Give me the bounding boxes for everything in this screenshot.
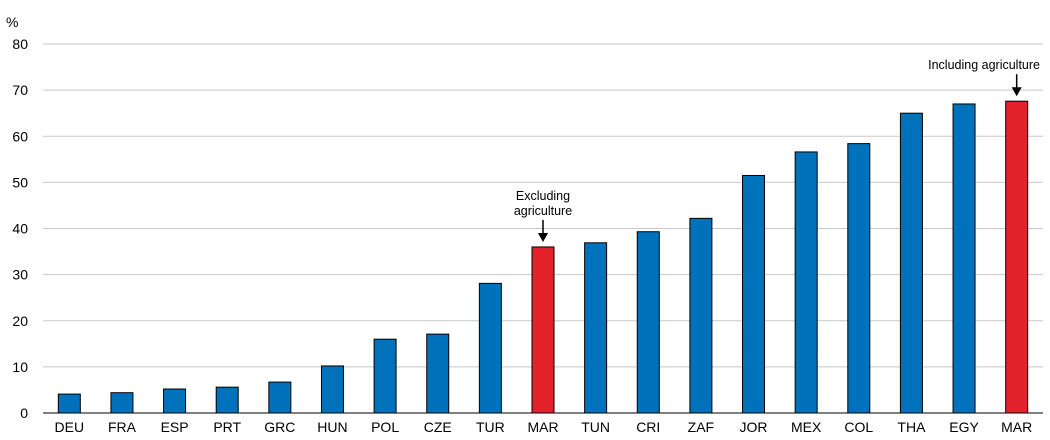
- bar: [426, 333, 450, 414]
- bar: [794, 151, 818, 414]
- annotation-arrow-head: [1011, 87, 1022, 97]
- x-category-label: EGY: [949, 419, 979, 435]
- bar: [163, 388, 187, 414]
- y-tick-label: 60: [12, 128, 28, 144]
- bar: [847, 143, 871, 414]
- x-category-label: MAR: [527, 419, 558, 435]
- bar: [320, 365, 344, 414]
- annotation-text: Excluding: [516, 189, 570, 203]
- bar: [57, 393, 81, 414]
- x-category-label: JOR: [740, 419, 768, 435]
- bar: [215, 386, 239, 414]
- y-tick-label: 20: [12, 313, 28, 329]
- bar: [899, 112, 923, 414]
- x-category-label: MEX: [791, 419, 822, 435]
- x-category-label: THA: [897, 419, 926, 435]
- y-tick-label: 0: [20, 405, 28, 421]
- bar: [373, 338, 397, 414]
- bar: [1005, 100, 1029, 414]
- annotation-text: Including agriculture: [928, 58, 1040, 72]
- bar: [689, 217, 713, 414]
- annotation-text: agriculture: [514, 204, 572, 218]
- y-axis-tick-labels: 0 10 20 30 40 50 60 70 80: [12, 36, 28, 421]
- x-category-label: POL: [371, 419, 399, 435]
- bar: [584, 242, 608, 414]
- x-category-label: ZAF: [688, 419, 714, 435]
- y-tick-label: 40: [12, 221, 28, 237]
- bar: [268, 381, 292, 414]
- bar: [110, 392, 134, 414]
- y-tick-label: 30: [12, 267, 28, 283]
- x-category-label: TUR: [476, 419, 505, 435]
- x-axis-category-labels: DEU FRA ESP PRT GRC HUN POL CZE TUR MAR TUN CRI ZAF J…: [55, 419, 1033, 435]
- x-category-label: ESP: [161, 419, 189, 435]
- bar: [478, 282, 502, 414]
- x-category-label: COL: [844, 419, 873, 435]
- y-tick-label: 10: [12, 359, 28, 375]
- bars: [57, 100, 1029, 414]
- x-category-label: TUN: [581, 419, 610, 435]
- y-tick-label: 50: [12, 174, 28, 190]
- bar: [952, 103, 976, 414]
- x-category-label: GRC: [264, 419, 295, 435]
- bar: [531, 246, 555, 414]
- annotation-arrow-head: [538, 232, 548, 242]
- y-tick-label: 70: [12, 82, 28, 98]
- x-category-label: PRT: [213, 419, 241, 435]
- bar: [742, 174, 766, 414]
- y-tick-label: 80: [12, 36, 28, 52]
- y-axis-unit-label: %: [6, 14, 18, 30]
- x-category-label: CZE: [424, 419, 452, 435]
- x-category-label: CRI: [636, 419, 660, 435]
- x-category-label: HUN: [317, 419, 347, 435]
- x-category-label: DEU: [55, 419, 85, 435]
- x-category-label: FRA: [108, 419, 137, 435]
- bar: [636, 231, 660, 414]
- x-category-label: MAR: [1001, 419, 1032, 435]
